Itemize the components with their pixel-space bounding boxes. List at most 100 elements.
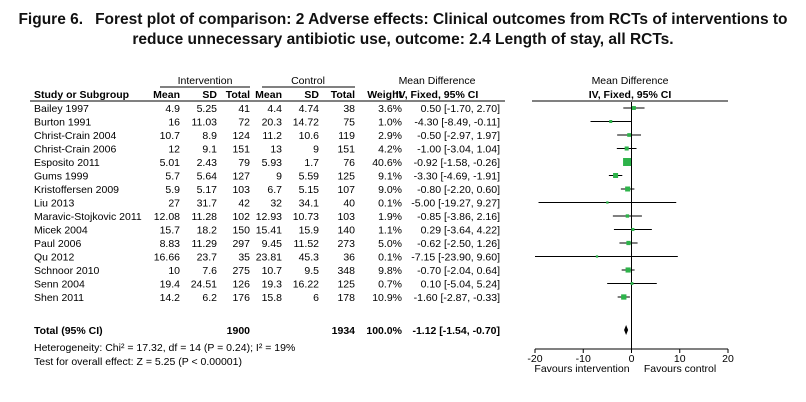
study-name: Maravic-Stojkovic 2011 [34, 211, 142, 223]
total-n-intervention: 1900 [227, 325, 251, 337]
md-ci: -0.50 [-2.97, 1.97] [417, 130, 500, 142]
point-estimate [631, 227, 635, 232]
ctrl-total: 178 [337, 292, 355, 304]
point-estimate [621, 294, 627, 300]
int-sd: 31.7 [197, 198, 218, 210]
table-row: Shen 2011 14.2 6.2 176 15.8 6 178 10.9% -1.60 [-… [34, 292, 500, 304]
md-ci: -7.15 [-23.90, 9.60] [411, 252, 500, 264]
ctrl-mean: 20.3 [262, 117, 283, 129]
int-mean: 16.66 [154, 252, 180, 264]
point-estimate [626, 240, 631, 246]
total-ci: -1.12 [-1.54, -0.70] [412, 325, 500, 337]
ctrl-total: 103 [337, 211, 355, 223]
study-name: Qu 2012 [34, 252, 74, 264]
int-mean: 16 [168, 117, 180, 129]
plot-marks [535, 102, 678, 349]
table-row: Burton 1991 16 11.03 72 20.3 14.72 75 1.0% -4.30… [34, 117, 500, 129]
ctrl-sd: 14.72 [293, 117, 319, 129]
ctrl-total: 125 [337, 171, 355, 183]
ctrl-sd: 45.3 [299, 252, 320, 264]
ctrl-mean: 32 [270, 198, 282, 210]
ctrl-mean: 6.7 [267, 184, 282, 196]
int-total: 127 [232, 171, 250, 183]
int-sd: 23.7 [197, 252, 218, 264]
col-mean-int: Mean [153, 89, 180, 101]
favours-intervention-label: Favours intervention [534, 363, 629, 375]
ctrl-mean: 15.8 [262, 292, 283, 304]
weight: 9.1% [378, 171, 402, 183]
table-row: Esposito 2011 5.01 2.43 79 5.93 1.7 76 40.6% -0.… [34, 157, 500, 169]
ctrl-total: 38 [343, 103, 355, 115]
table-row: Bailey 1997 4.9 5.25 41 4.4 4.74 38 3.6% 0.50 [-… [34, 103, 500, 115]
point-estimate [613, 172, 619, 179]
ctrl-mean: 13 [270, 144, 282, 156]
ctrl-mean: 23.81 [256, 252, 282, 264]
weight: 0.7% [378, 279, 402, 291]
int-total: 124 [232, 130, 250, 142]
int-mean: 19.4 [160, 279, 181, 291]
table-row: Senn 2004 19.4 24.51 126 19.3 16.22 125 0.7% 0.1… [34, 279, 500, 291]
int-mean: 5.7 [165, 171, 180, 183]
col-method-right: IV, Fixed, 95% CI [589, 89, 672, 101]
ctrl-sd: 5.15 [299, 184, 320, 196]
table-row: Maravic-Stojkovic 2011 12.08 11.28 102 12.93… [34, 211, 500, 223]
point-estimate [625, 186, 631, 192]
ctrl-sd: 9 [313, 144, 319, 156]
ctrl-sd: 15.9 [299, 225, 320, 237]
md-ci: -1.00 [-3.04, 1.04] [417, 144, 500, 156]
weight: 40.6% [372, 157, 402, 169]
weight: 0.1% [378, 198, 402, 210]
md-ci: -4.30 [-8.49, -0.11] [414, 117, 500, 129]
int-sd: 5.17 [197, 184, 218, 196]
ctrl-total: 151 [337, 144, 355, 156]
x-axis-ticks: -20 -10 0 10 20 [527, 349, 734, 365]
favours-control-label: Favours control [644, 363, 716, 375]
int-total: 35 [238, 252, 250, 264]
point-estimate [609, 120, 613, 123]
int-sd: 11.03 [192, 117, 218, 129]
int-total: 126 [232, 279, 250, 291]
caption-text-1: Forest plot of comparison: 2 Adverse eff… [95, 11, 788, 28]
int-mean: 8.83 [160, 238, 181, 250]
study-name: Christ-Crain 2004 [34, 130, 116, 142]
int-sd: 8.9 [202, 130, 217, 142]
int-mean: 5.9 [165, 184, 180, 196]
ctrl-total: 107 [337, 184, 355, 196]
ctrl-mean: 5.93 [262, 157, 283, 169]
table-row: Liu 2013 27 31.7 42 32 34.1 40 0.1% -5.00 [-19.2… [34, 198, 500, 210]
int-sd: 2.43 [197, 157, 218, 169]
study-name: Paul 2006 [34, 238, 81, 250]
int-mean: 12.08 [154, 211, 180, 223]
study-name: Schnoor 2010 [34, 265, 100, 277]
total-label: Total (95% CI) [34, 325, 103, 337]
md-ci: 0.50 [-1.70, 2.70] [421, 103, 500, 115]
weight: 1.9% [378, 211, 402, 223]
col-total-ctrl: Total [331, 89, 355, 101]
md-ci: -5.00 [-19.27, 9.27] [411, 198, 500, 210]
col-total-int: Total [226, 89, 250, 101]
int-mean: 14.2 [160, 292, 181, 304]
figure-caption: Figure 6. Forest plot of comparison: 2 Ad… [0, 10, 806, 50]
ctrl-total: 140 [337, 225, 355, 237]
int-total: 297 [232, 238, 250, 250]
table-row: Paul 2006 8.83 11.29 297 9.45 11.52 273 5.0% -0.… [34, 238, 500, 250]
md-ci: 0.10 [-5.04, 5.24] [421, 279, 500, 291]
weight: 9.8% [378, 265, 402, 277]
total-weight: 100.0% [366, 325, 402, 337]
total-n-control: 1934 [332, 325, 356, 337]
x-tick-label: 10 [674, 353, 686, 365]
ctrl-mean: 9 [276, 171, 282, 183]
point-estimate [595, 255, 599, 258]
int-mean: 12 [168, 144, 180, 156]
md-ci: -0.92 [-1.58, -0.26] [414, 157, 500, 169]
ctrl-mean: 12.93 [256, 211, 282, 223]
col-weight: Weight [367, 89, 402, 101]
col-method-left: IV, Fixed, 95% CI [396, 89, 479, 101]
ctrl-sd: 16.22 [293, 279, 319, 291]
int-sd: 18.2 [197, 225, 218, 237]
figure-label: Figure 6. [18, 11, 84, 28]
col-sd-int: SD [202, 89, 217, 101]
int-mean: 15.7 [160, 225, 181, 237]
int-sd: 11.28 [192, 211, 218, 223]
